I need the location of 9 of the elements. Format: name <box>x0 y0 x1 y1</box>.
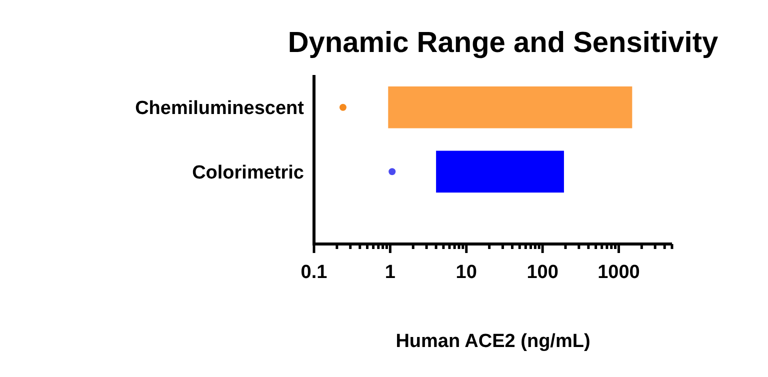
y-tick-label: Chemiluminescent <box>135 98 305 119</box>
x-axis-title: Human ACE2 (ng/mL) <box>396 331 590 352</box>
x-tick-label: 10 <box>456 262 477 283</box>
chart-title: Dynamic Range and Sensitivity <box>288 27 718 59</box>
y-tick-label: Colorimetric <box>192 162 304 184</box>
x-tick-label: 1000 <box>598 262 640 283</box>
x-tick-label: 1 <box>384 262 396 283</box>
x-tick-label: 0.1 <box>300 262 328 283</box>
x-tick-label: 100 <box>526 262 558 283</box>
